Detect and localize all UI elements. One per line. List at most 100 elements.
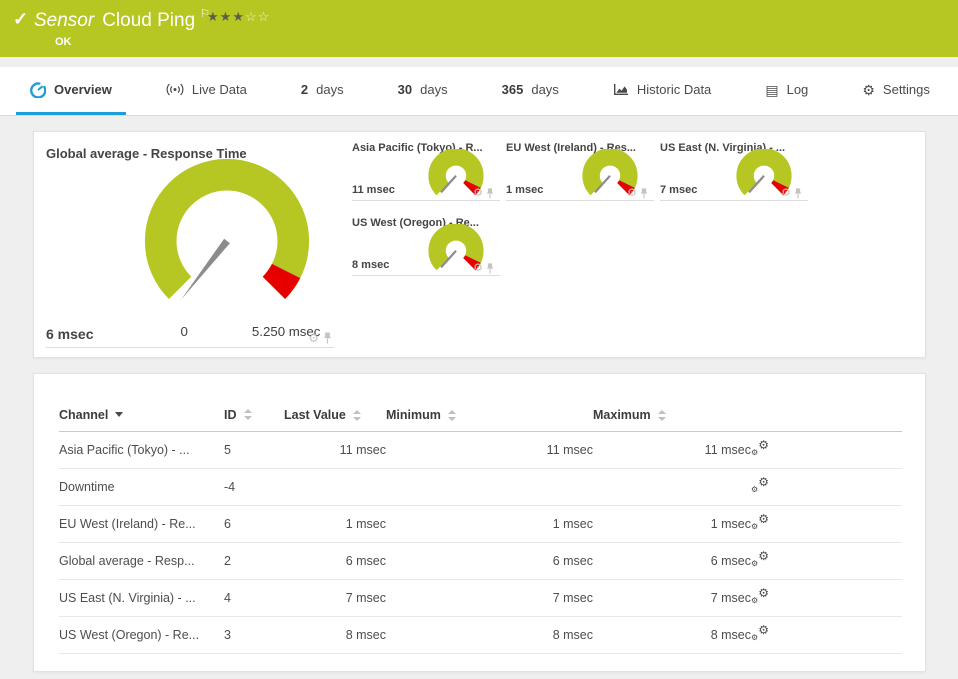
tab-30-days[interactable]: 30 days [384, 67, 462, 115]
tab-settings[interactable]: ⚙ Settings [848, 67, 944, 115]
column-header-minimum[interactable]: Minimum [386, 402, 593, 432]
mini-gauge [428, 149, 484, 196]
channel-id: 3 [224, 616, 284, 654]
tab-historic-data[interactable]: Historic Data [599, 67, 725, 115]
gear-icon[interactable]: ⚙ [308, 331, 319, 345]
object-kind-label: Sensor [34, 10, 95, 31]
channel-maximum: 7 msec [593, 579, 751, 617]
star-rating[interactable]: ★★★☆☆ [207, 9, 270, 25]
mini-gauge [736, 149, 792, 196]
tab-overview[interactable]: Overview [16, 67, 126, 115]
tab-number: 30 [397, 82, 413, 97]
channel-maximum [593, 468, 751, 506]
channel-minimum: 7 msec [386, 579, 593, 617]
gear-icon[interactable]: ⚙ [473, 262, 483, 274]
sensor-status-bar: ✓ Sensor Cloud Ping ⚐ ★★★☆☆ OK [0, 0, 958, 57]
star-empty-icon[interactable]: ☆ [257, 9, 271, 24]
channel-settings-icon[interactable]: ⚙ ⚙ [751, 623, 769, 642]
table-row: Downtime -4 ⚙ ⚙ [59, 468, 902, 506]
channel-minimum [386, 468, 593, 506]
channel-minimum: 6 msec [386, 542, 593, 580]
status-ok-check-icon: ✓ [13, 9, 29, 29]
table-row: US West (Oregon) - Re... 3 8 msec 8 msec… [59, 616, 902, 654]
channel-last-value: 6 msec [284, 542, 386, 580]
channel-name: US West (Oregon) - Re... [59, 616, 224, 654]
gauge-tile-us-west[interactable]: US West (Oregon) - Re... 8 msec ⚙ [352, 217, 500, 276]
gauge-tile-eu-west[interactable]: EU West (Ireland) - Res... 1 msec ⚙ [506, 142, 654, 201]
channel-settings-icon[interactable]: ⚙ ⚙ [751, 586, 769, 605]
sort-both-icon [657, 409, 666, 421]
sensor-title-line: Sensor Cloud Ping ⚐ [34, 7, 210, 32]
table-row: Global average - Resp... 2 6 msec 6 msec… [59, 542, 902, 580]
sort-desc-icon [115, 412, 124, 417]
pin-icon[interactable] [486, 263, 494, 274]
gauge-tile-actions: ⚙ [473, 188, 494, 199]
gauge-tile-value: 11 msec [352, 184, 395, 196]
main-gauge-title: Global average - Response Time [46, 146, 247, 161]
status-badge: OK [55, 36, 72, 48]
mini-gauge [428, 224, 484, 271]
channel-settings-icon[interactable]: ⚙ ⚙ [751, 512, 769, 531]
gauge-tile-us-east[interactable]: US East (N. Virginia) - ... 7 msec ⚙ [660, 142, 808, 201]
channel-name: EU West (Ireland) - Re... [59, 505, 224, 543]
tab-label: Log [786, 82, 809, 97]
tab-label: days [531, 82, 559, 97]
column-header-maximum[interactable]: Maximum [593, 402, 751, 432]
channel-settings-icon[interactable]: ⚙ ⚙ [751, 438, 769, 457]
channel-minimum: 11 msec [386, 431, 593, 469]
gauge-tile-value: 8 msec [352, 259, 390, 271]
channel-id: -4 [224, 468, 284, 506]
channel-id: 2 [224, 542, 284, 580]
pin-icon[interactable] [794, 188, 802, 199]
channel-maximum: 11 msec [593, 431, 751, 469]
gauge-tile-asia-pacific[interactable]: Asia Pacific (Tokyo) - R... 11 msec ⚙ [352, 142, 500, 201]
tab-bar: Overview Live Data 2 days 30 days 365 da… [0, 67, 958, 116]
main-gauge-tile[interactable]: Global average - Response Time 0 5.250 m… [46, 140, 334, 348]
tab-label: Settings [882, 82, 930, 97]
tab-live-data[interactable]: Live Data [152, 67, 261, 115]
tab-365-days[interactable]: 365 days [488, 67, 573, 115]
tab-label: days [316, 82, 344, 97]
gear-icon[interactable]: ⚙ [627, 187, 637, 199]
column-header-channel[interactable]: Channel [59, 402, 224, 432]
mini-gauge [582, 149, 638, 196]
channel-name: Global average - Resp... [59, 542, 224, 580]
channel-last-value [284, 468, 386, 506]
flag-icon[interactable]: ⚐ [200, 8, 211, 20]
log-icon: ▤ [765, 81, 779, 98]
column-header-actions [751, 402, 902, 432]
small-gauges-grid: Asia Pacific (Tokyo) - R... 11 msec ⚙ EU… [352, 142, 808, 276]
star-empty-icon[interactable]: ☆ [244, 9, 258, 24]
gauge-tile-value: 1 msec [506, 184, 544, 196]
column-header-id[interactable]: ID [224, 402, 284, 432]
tab-log[interactable]: ▤ Log [751, 67, 822, 115]
channels-panel: Channel ID Last Value Minimum Maximum [33, 373, 926, 672]
channel-id: 4 [224, 579, 284, 617]
star-filled-icon[interactable]: ★ [219, 9, 233, 24]
channel-name: Downtime [59, 468, 224, 506]
pin-icon[interactable] [323, 332, 332, 344]
page-title: Cloud Ping [102, 10, 196, 31]
pin-icon[interactable] [486, 188, 494, 199]
gear-icon[interactable]: ⚙ [473, 187, 483, 199]
channel-name: Asia Pacific (Tokyo) - ... [59, 431, 224, 469]
pin-icon[interactable] [640, 188, 648, 199]
area-chart-icon [613, 84, 628, 95]
channel-last-value: 8 msec [284, 616, 386, 654]
sort-both-icon [352, 409, 361, 421]
channel-id: 5 [224, 431, 284, 469]
sort-both-icon [243, 409, 252, 420]
channel-maximum: 6 msec [593, 542, 751, 580]
tab-label: days [420, 82, 448, 97]
channel-settings-icon[interactable]: ⚙ ⚙ [751, 475, 769, 494]
gear-icon[interactable]: ⚙ [781, 187, 791, 199]
star-filled-icon[interactable]: ★ [207, 9, 220, 24]
star-filled-icon[interactable]: ★ [232, 9, 245, 24]
gauge-scale-max: 5.250 msec [252, 324, 321, 339]
main-gauge-value: 6 msec [46, 326, 94, 342]
tab-2-days[interactable]: 2 days [287, 67, 358, 115]
column-header-last-value[interactable]: Last Value [284, 402, 386, 432]
tab-number: 365 [501, 82, 524, 97]
channels-table: Channel ID Last Value Minimum Maximum [59, 402, 902, 654]
channel-settings-icon[interactable]: ⚙ ⚙ [751, 549, 769, 568]
